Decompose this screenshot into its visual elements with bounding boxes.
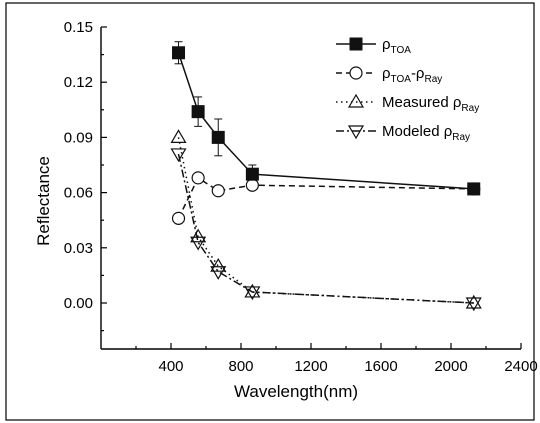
data-point-toa — [172, 46, 186, 60]
data-point-measured — [190, 228, 207, 243]
series-line-modeled — [177, 153, 474, 304]
legend: ρTOA ρTOA-ρRay Measured ρRay Modeled ρRay — [336, 36, 479, 143]
data-point-measured — [210, 258, 227, 272]
legend-label-measured: Measured ρRay — [382, 94, 479, 114]
x-tick-label: 800 — [228, 358, 253, 375]
plot-area: 0.00 0.03 0.06 0.09 0.12 0.15 400 800 1200 1600 20… — [64, 19, 538, 375]
y-axis-title: Reflectance — [34, 156, 53, 246]
y-tick-label: 0.06 — [64, 185, 93, 202]
legend-marker-toa — [349, 37, 363, 51]
y-tick-label: 0.09 — [64, 129, 93, 146]
data-point-diff — [191, 171, 205, 185]
y-tick-label: 0.15 — [64, 19, 93, 36]
data-point-modeled — [465, 297, 482, 312]
data-point-diff — [245, 178, 259, 192]
data-point-diff — [211, 184, 225, 198]
data-point-measured — [465, 294, 482, 309]
data-point-measured — [170, 129, 187, 143]
y-tick-label: 0.00 — [64, 295, 93, 312]
x-tick-label: 2000 — [434, 358, 467, 375]
x-tick-label: 1600 — [364, 358, 397, 375]
data-point-toa — [211, 130, 225, 144]
x-tick-label: 1200 — [294, 358, 327, 375]
legend-marker-measured — [347, 93, 365, 108]
legend-label-modeled: Modeled ρRay — [382, 123, 470, 143]
data-point-diff — [171, 211, 186, 225]
x-axis-title: Wavelength(nm) — [234, 382, 358, 401]
series-line-diff — [177, 176, 474, 219]
x-tick-label: 400 — [158, 358, 183, 375]
legend-marker-diff — [349, 66, 363, 80]
figure-frame — [5, 2, 535, 421]
legend-marker-modeled — [347, 125, 365, 140]
x-tick-label: 2400 — [504, 358, 537, 375]
y-tick-label: 0.12 — [64, 74, 93, 91]
series-line-measured — [177, 137, 474, 304]
legend-label-diff: ρTOA-ρRay — [382, 65, 442, 85]
y-tick-label: 0.03 — [64, 240, 93, 257]
data-point-measured — [244, 283, 261, 298]
data-point-modeled — [190, 236, 207, 251]
data-point-toa — [245, 167, 259, 181]
data-point-modeled — [170, 148, 187, 163]
data-point-modeled — [210, 266, 227, 280]
legend-label-toa: ρTOA — [382, 36, 411, 56]
data-point-modeled — [244, 286, 261, 301]
data-point-toa — [191, 105, 205, 119]
data-point-toa — [467, 182, 481, 196]
